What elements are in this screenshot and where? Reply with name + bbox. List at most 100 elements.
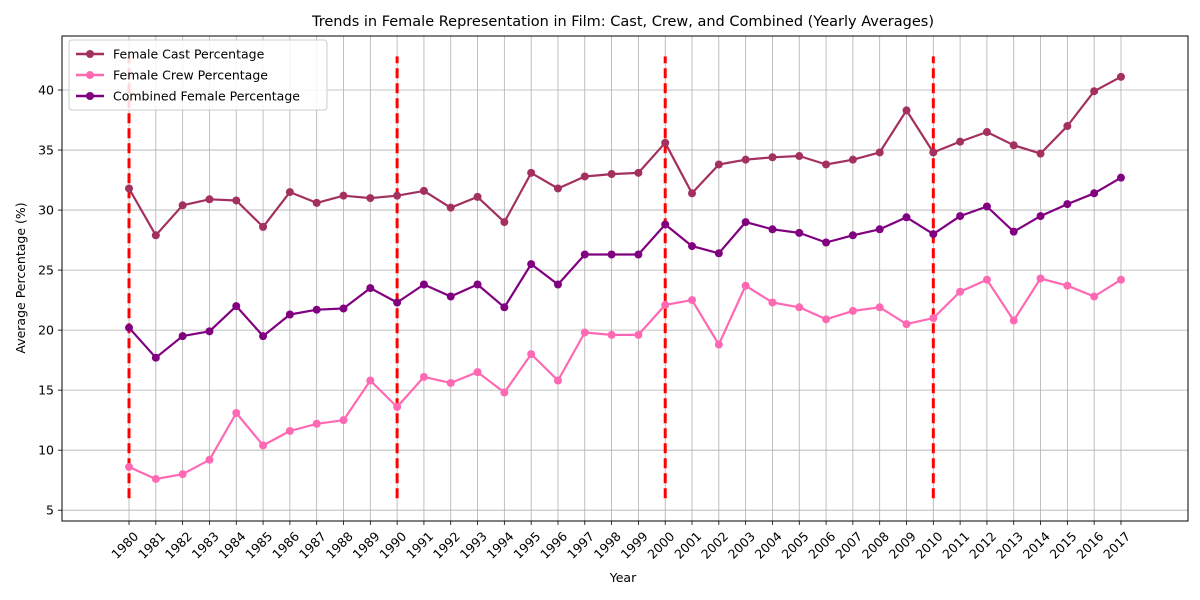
x-tick-label: 2009 <box>886 529 919 562</box>
data-point-combined <box>500 303 509 312</box>
x-tick-label: 2008 <box>859 529 892 562</box>
data-point-cast <box>1116 72 1125 81</box>
x-tick-label: 2001 <box>671 529 704 562</box>
data-point-cast <box>366 194 375 203</box>
y-tick-label: 10 <box>38 443 54 458</box>
data-point-cast <box>1090 87 1099 96</box>
data-point-crew <box>232 408 241 417</box>
data-point-cast <box>982 128 991 137</box>
data-point-crew <box>902 320 911 329</box>
data-point-cast <box>205 195 214 204</box>
data-point-cast <box>473 192 482 201</box>
x-tick-label: 2004 <box>752 529 785 562</box>
y-tick-label: 20 <box>38 323 54 338</box>
data-point-cast <box>822 160 831 169</box>
data-point-crew <box>768 298 777 307</box>
data-point-crew <box>446 378 455 387</box>
y-tick-label: 25 <box>38 263 54 278</box>
data-point-crew <box>661 300 670 309</box>
data-point-crew <box>875 303 884 312</box>
x-tick-label: 1997 <box>564 529 597 562</box>
x-tick-label: 1986 <box>269 529 302 562</box>
data-point-combined <box>768 225 777 234</box>
data-point-crew <box>151 474 160 483</box>
data-point-combined <box>822 238 831 247</box>
data-point-combined <box>1063 200 1072 209</box>
data-point-cast <box>956 137 965 146</box>
legend-label-combined: Combined Female Percentage <box>113 89 300 104</box>
data-point-crew <box>580 328 589 337</box>
x-tick-label: 1993 <box>457 529 490 562</box>
x-tick-label: 1994 <box>484 529 517 562</box>
data-point-combined <box>125 323 134 332</box>
data-point-crew <box>205 455 214 464</box>
data-point-crew <box>553 376 562 385</box>
data-point-cast <box>553 184 562 193</box>
x-tick-label: 2002 <box>698 529 731 562</box>
data-point-crew <box>1036 274 1045 283</box>
data-point-combined <box>527 260 536 269</box>
legend-box <box>68 39 328 111</box>
series-line-crew <box>128 277 1122 481</box>
data-point-cast <box>741 155 750 164</box>
data-point-combined <box>553 280 562 289</box>
series-cast <box>125 72 1125 240</box>
data-point-crew <box>366 376 375 385</box>
data-point-cast <box>902 106 911 115</box>
x-tick-label: 2007 <box>832 529 865 562</box>
data-point-combined <box>285 310 294 319</box>
data-point-crew <box>714 340 723 349</box>
x-tick-label: 1981 <box>135 529 168 562</box>
data-point-cast <box>232 196 241 205</box>
legend-marker-crew <box>86 71 94 79</box>
data-point-cast <box>634 168 643 177</box>
x-tick-label: 1982 <box>162 529 195 562</box>
x-tick-label: 2006 <box>805 529 838 562</box>
data-point-cast <box>178 201 187 210</box>
data-point-combined <box>339 304 348 313</box>
data-point-cast <box>339 191 348 200</box>
x-tick-label: 1985 <box>242 529 275 562</box>
legend-marker-cast <box>86 50 94 58</box>
data-point-combined <box>634 250 643 259</box>
data-point-cast <box>1036 149 1045 158</box>
legend-marker-combined <box>86 92 94 100</box>
data-point-cast <box>661 138 670 147</box>
data-point-cast <box>125 184 134 193</box>
legend: Female Cast Percentage Female Crew Perce… <box>68 39 328 111</box>
series-line-cast <box>128 75 1122 237</box>
x-tick-label: 1991 <box>403 529 436 562</box>
legend-entry-combined: Combined Female Percentage <box>76 89 300 104</box>
data-point-combined <box>446 292 455 301</box>
x-tick-label: 1989 <box>350 529 383 562</box>
data-point-crew <box>688 296 697 305</box>
data-point-combined <box>205 327 214 336</box>
data-point-combined <box>688 242 697 251</box>
legend-entry-crew: Female Crew Percentage <box>76 68 268 83</box>
y-tick-label: 30 <box>38 203 54 218</box>
data-point-cast <box>929 148 938 157</box>
data-point-crew <box>500 388 509 397</box>
data-point-combined <box>473 280 482 289</box>
data-point-cast <box>446 203 455 212</box>
x-tick-label: 1990 <box>376 529 409 562</box>
data-point-combined <box>875 225 884 234</box>
x-tick-label: 1983 <box>189 529 222 562</box>
data-point-crew <box>741 281 750 290</box>
data-point-crew <box>634 330 643 339</box>
data-point-crew <box>982 275 991 284</box>
data-point-cast <box>795 152 804 161</box>
series-group <box>125 72 1125 483</box>
x-tick-label: 2013 <box>993 529 1026 562</box>
data-point-combined <box>956 212 965 221</box>
data-point-combined <box>419 280 428 289</box>
data-point-cast <box>393 191 402 200</box>
data-point-combined <box>982 202 991 211</box>
data-point-combined <box>259 332 268 341</box>
x-tick-label: 2015 <box>1047 529 1080 562</box>
data-point-cast <box>312 198 321 207</box>
data-point-crew <box>929 314 938 323</box>
data-point-combined <box>1116 173 1125 182</box>
x-axis-label: Year <box>609 570 637 585</box>
legend-label-crew: Female Crew Percentage <box>113 68 268 83</box>
